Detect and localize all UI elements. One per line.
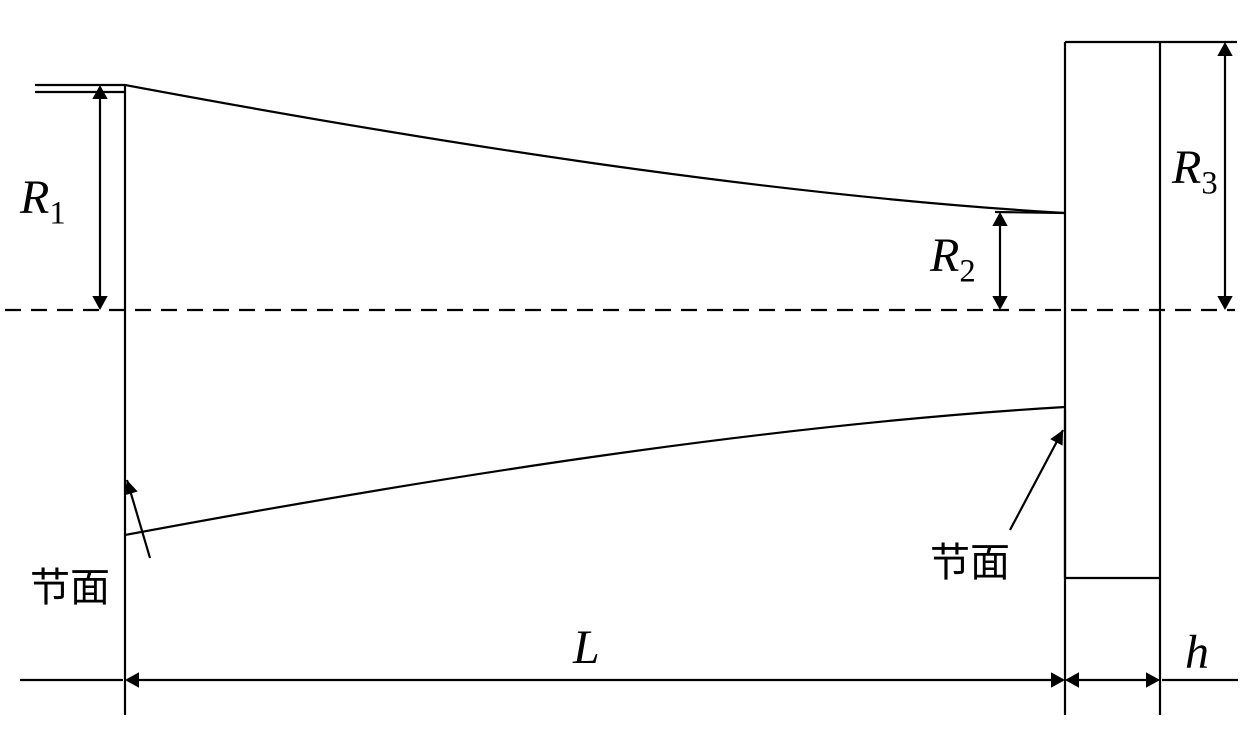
label-L: L: [573, 620, 600, 675]
label-R2: R2: [930, 228, 976, 291]
diagram-canvas: R1 R2 R3 L h 节面 节面: [0, 0, 1240, 747]
label-h: h: [1185, 625, 1209, 680]
label-R1: R1: [20, 170, 66, 233]
label-node-right: 节面: [930, 530, 1010, 588]
diagram-svg: [0, 0, 1240, 747]
label-R3: R3: [1172, 140, 1218, 203]
label-node-left: 节面: [30, 555, 110, 613]
